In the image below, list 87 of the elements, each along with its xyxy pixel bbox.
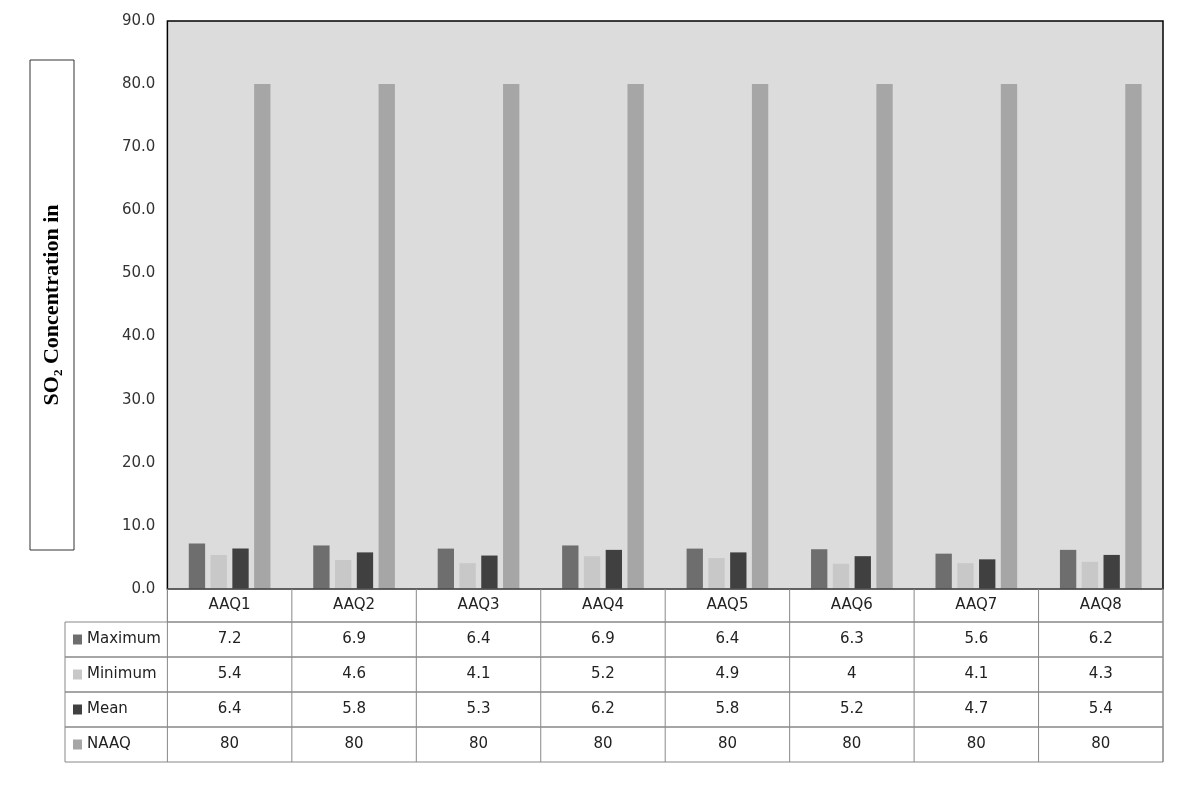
- data-label: 5.8: [715, 699, 740, 718]
- bar: [378, 84, 395, 589]
- bar: [686, 548, 703, 589]
- data-label: 5.4: [1088, 699, 1113, 718]
- y-tick-label: 10.0: [121, 515, 156, 534]
- data-label: 4.1: [964, 664, 989, 683]
- bar: [811, 549, 828, 589]
- legend-label: Mean: [87, 699, 128, 718]
- x-tick-label: AAQ1: [208, 595, 251, 614]
- bar: [957, 563, 974, 589]
- bar: [730, 552, 747, 589]
- y-tick-label: 60.0: [121, 200, 156, 219]
- bar: [854, 556, 871, 589]
- data-label: 80: [966, 734, 986, 753]
- legend-label: Maximum: [87, 629, 161, 648]
- bar: [481, 555, 498, 589]
- data-label: 6.9: [591, 629, 615, 648]
- data-label: 6.2: [591, 699, 615, 718]
- y-tick-label: 50.0: [121, 263, 156, 282]
- x-tick-label: AAQ3: [457, 595, 500, 614]
- bar: [708, 558, 725, 589]
- bar: [1125, 84, 1142, 589]
- y-tick-label: 40.0: [121, 326, 156, 345]
- data-label: 6.4: [715, 629, 740, 648]
- data-label: 80: [220, 734, 240, 753]
- bar: [627, 84, 644, 589]
- bar: [1059, 549, 1077, 589]
- bar: [437, 548, 455, 589]
- data-label: 5.4: [217, 664, 242, 683]
- data-label: 6.4: [217, 699, 242, 718]
- bar: [1103, 554, 1120, 589]
- data-label: 5.8: [342, 699, 366, 718]
- bar: [583, 556, 601, 589]
- data-label: 80: [344, 734, 364, 753]
- bar: [188, 543, 206, 589]
- data-label: 5.6: [964, 629, 989, 648]
- legend-label: NAAQ: [87, 734, 131, 753]
- data-label: 80: [1091, 734, 1111, 753]
- bar: [751, 84, 769, 589]
- x-tick-label: AAQ5: [706, 595, 749, 614]
- y-tick-label: 90.0: [121, 10, 156, 29]
- bar: [605, 549, 623, 589]
- bar: [503, 84, 520, 589]
- data-label: 80: [593, 734, 613, 753]
- data-label: 4.1: [466, 664, 491, 683]
- bar: [562, 545, 579, 589]
- data-label: 4.7: [964, 699, 989, 718]
- bar: [232, 548, 249, 589]
- x-tick-label: AAQ2: [333, 595, 376, 614]
- y-tick-label: 0.0: [131, 578, 156, 597]
- y-tick-label: 80.0: [121, 74, 156, 92]
- x-tick-label: AAQ8: [1079, 595, 1122, 614]
- data-label: 6.3: [839, 629, 864, 648]
- data-label: 4.3: [1088, 664, 1113, 683]
- bar: [876, 84, 893, 589]
- bar: [356, 552, 374, 589]
- data-label: 5.3: [466, 699, 491, 718]
- bar: [335, 559, 352, 589]
- data-label: 5.2: [591, 664, 615, 683]
- bar: [979, 559, 996, 589]
- data-label: 6.9: [342, 629, 366, 648]
- bar: [832, 563, 850, 589]
- y-axis-title: SO₂ Concentration in: [37, 204, 63, 406]
- y-tick-label: 20.0: [121, 452, 156, 471]
- data-label: 4: [847, 664, 857, 683]
- data-label: 6.2: [1088, 629, 1113, 648]
- data-label: 4.6: [342, 664, 366, 683]
- bar: [254, 84, 271, 589]
- data-label: 6.4: [466, 629, 491, 648]
- x-tick-label: AAQ6: [830, 595, 873, 614]
- data-label: 80: [717, 734, 737, 753]
- data-label: 4.9: [715, 664, 740, 683]
- y-tick-label: 30.0: [121, 389, 156, 408]
- bar: [1081, 561, 1099, 589]
- data-label: 80: [468, 734, 489, 753]
- bar: [935, 553, 952, 589]
- bar: [210, 554, 227, 589]
- bar: [313, 545, 330, 589]
- bar: [459, 563, 476, 589]
- data-label: 7.2: [217, 629, 242, 648]
- y-tick-label: 70.0: [121, 137, 156, 156]
- bar: [1000, 84, 1018, 589]
- data-label: 80: [842, 734, 862, 753]
- x-tick-label: AAQ7: [955, 595, 998, 614]
- data-label: 5.2: [839, 699, 864, 718]
- x-tick-label: AAQ4: [581, 595, 624, 614]
- legend-label: Minimum: [87, 664, 157, 683]
